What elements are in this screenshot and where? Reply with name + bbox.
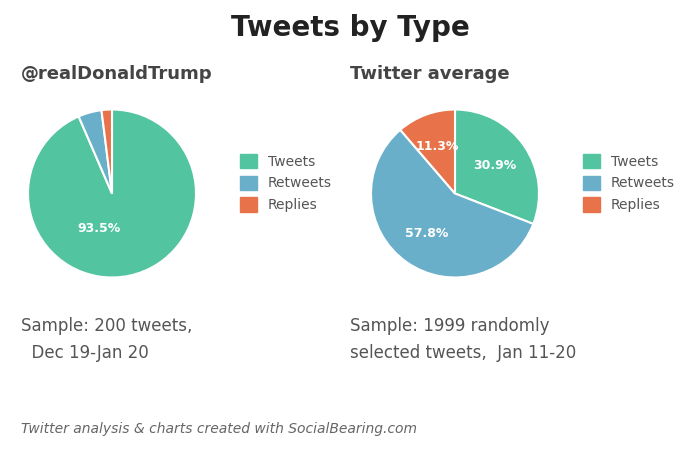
Wedge shape <box>102 109 112 194</box>
Legend: Tweets, Retweets, Replies: Tweets, Retweets, Replies <box>578 148 680 218</box>
Legend: Tweets, Retweets, Replies: Tweets, Retweets, Replies <box>234 148 337 218</box>
Text: Twitter analysis & charts created with SocialBearing.com: Twitter analysis & charts created with S… <box>21 423 417 436</box>
Text: Sample: 200 tweets,
  Dec 19-Jan 20: Sample: 200 tweets, Dec 19-Jan 20 <box>21 317 193 362</box>
Text: 57.8%: 57.8% <box>405 227 449 240</box>
Text: 93.5%: 93.5% <box>78 222 121 235</box>
Text: Twitter average: Twitter average <box>350 65 510 83</box>
Text: 30.9%: 30.9% <box>474 159 517 172</box>
Wedge shape <box>371 130 533 278</box>
Text: Tweets by Type: Tweets by Type <box>230 14 470 41</box>
Text: 11.3%: 11.3% <box>416 140 459 153</box>
Wedge shape <box>455 109 539 224</box>
Text: Sample: 1999 randomly
selected tweets,  Jan 11-20: Sample: 1999 randomly selected tweets, J… <box>350 317 576 362</box>
Wedge shape <box>28 109 196 278</box>
Wedge shape <box>400 109 455 194</box>
Text: @realDonaldTrump: @realDonaldTrump <box>21 65 213 83</box>
Wedge shape <box>78 110 112 194</box>
